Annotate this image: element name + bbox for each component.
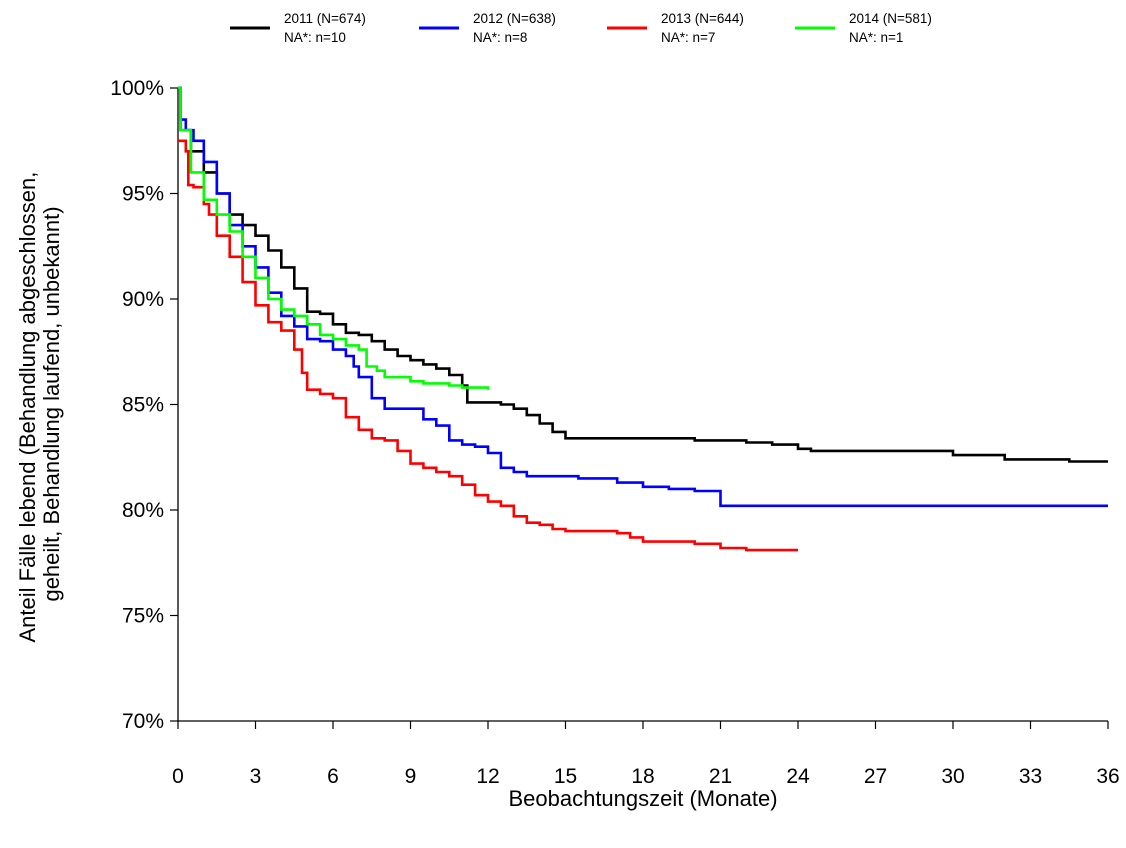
x-tick-label: 12 — [476, 765, 499, 788]
legend-sublabel: NA*: n=10 — [284, 30, 346, 45]
x-tick-label: 33 — [1019, 765, 1042, 788]
x-tick-label: 21 — [709, 765, 732, 788]
y-axis-title: Anteil Fälle lebend (Behandlung abgeschl… — [15, 165, 64, 642]
y-axis-title-line-1: Anteil Fälle lebend (Behandlung abgeschl… — [15, 172, 40, 643]
legend-sublabel: NA*: n=8 — [473, 30, 527, 45]
y-tick-label: 90% — [122, 288, 164, 311]
legend-label: 2012 (N=638) — [473, 11, 556, 26]
x-tick-label: 30 — [941, 765, 964, 788]
y-tick-label: 85% — [122, 394, 164, 417]
y-tick-label: 80% — [122, 499, 164, 522]
legend-sublabel: NA*: n=1 — [849, 30, 903, 45]
x-tick-label: 24 — [786, 765, 810, 788]
x-axis-title: Beobachtungszeit (Monate) — [508, 786, 777, 811]
series-group — [178, 86, 1108, 552]
x-tick-label: 36 — [1096, 765, 1119, 788]
series-line-2014 — [178, 86, 490, 390]
y-axis-title-line-2: geheilt, Behandlung laufend, unbekannt) — [39, 206, 64, 601]
legend-label: 2013 (N=644) — [661, 11, 744, 26]
x-tick-label: 9 — [405, 765, 417, 788]
legend-sublabel: NA*: n=7 — [661, 30, 715, 45]
legend-label: 2011 (N=674) — [284, 11, 366, 26]
x-ticks: 0 3 6 9 12 15 18 21 24 27 30 33 36 — [172, 721, 1120, 788]
x-tick-label: 6 — [327, 765, 339, 788]
x-tick-label: 18 — [631, 765, 654, 788]
series-line-2012 — [178, 86, 1108, 508]
y-tick-label: 70% — [122, 710, 164, 733]
axes: 70%75%80%85%90%95%100% 0 3 6 9 12 15 18 21 24 27 3… — [110, 77, 1119, 788]
series-line-2011 — [178, 86, 1108, 463]
x-tick-label: 3 — [250, 765, 262, 788]
legend-label: 2014 (N=581) — [849, 11, 932, 26]
y-tick-label: 95% — [122, 183, 164, 206]
y-tick-label: 75% — [122, 605, 164, 628]
y-ticks: 70% 75% 80% 85% 90% 95% 100% — [110, 77, 178, 733]
series-line-2013 — [178, 139, 798, 552]
x-tick-label: 0 — [172, 765, 184, 788]
x-tick-label: 15 — [554, 765, 577, 788]
legend: 2011 (N=674) NA*: n=10 2012 (N=638) NA*: n=… — [230, 11, 932, 45]
y-tick-label: 100% — [110, 77, 164, 100]
x-tick-label: 27 — [864, 765, 887, 788]
